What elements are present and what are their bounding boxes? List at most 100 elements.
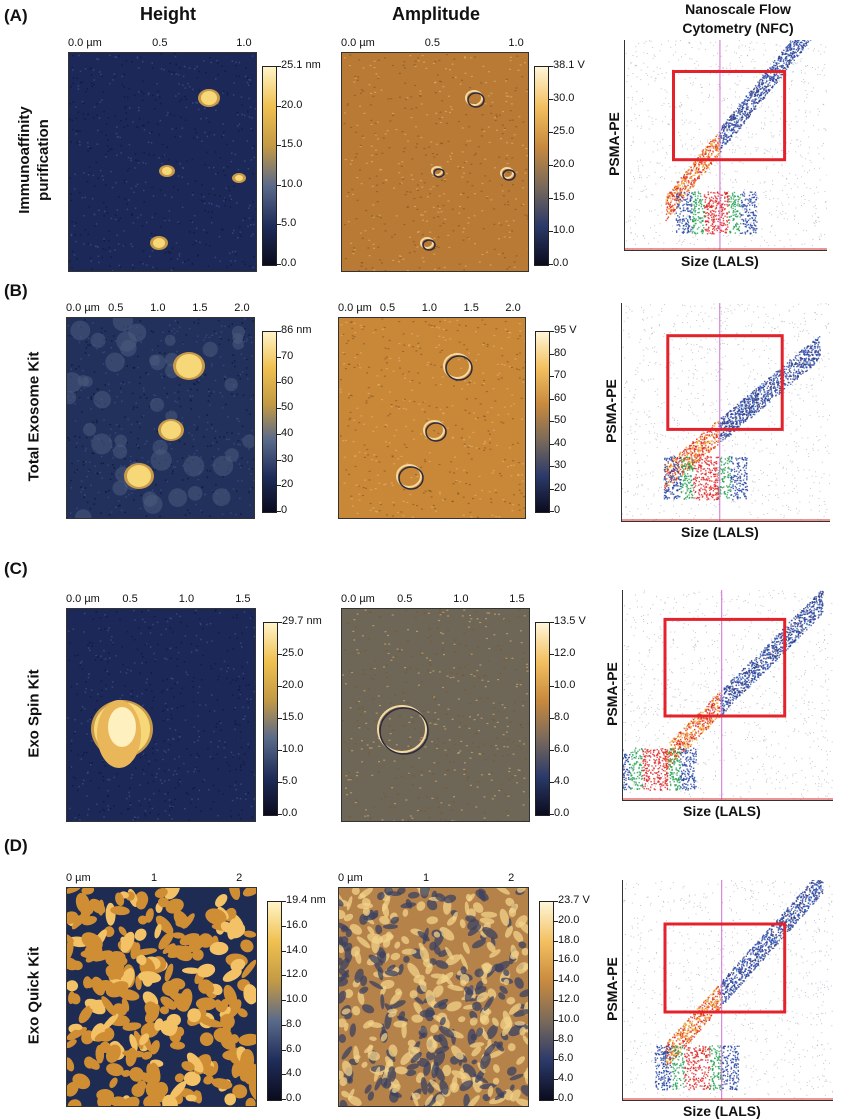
amplitude-colorbar-tick: 10.0 — [554, 679, 575, 691]
height-scale-label: 0.0 µm — [66, 302, 100, 314]
amplitude-colorbar-mark — [554, 1040, 558, 1041]
row-label-line1: Immunoaffinity — [15, 70, 34, 250]
height-colorbar-mark — [282, 1099, 286, 1100]
height-colorbar — [263, 622, 278, 816]
height-colorbar-mark — [277, 460, 281, 461]
amplitude-afm-image — [341, 608, 530, 822]
amplitude-colorbar-mark — [549, 165, 553, 166]
height-colorbar-tick: 19.4 nm — [286, 894, 326, 906]
nfc-y-axis-label: PSMA-PE — [604, 949, 620, 1029]
amplitude-colorbar-tick: 20.0 — [558, 914, 579, 926]
height-colorbar-tick: 10.0 — [282, 743, 303, 755]
amplitude-colorbar-tick: 8.0 — [554, 711, 569, 723]
height-colorbar-tick: 20 — [281, 478, 293, 490]
height-scale-label: 0.5 — [108, 302, 123, 314]
height-colorbar-mark — [278, 750, 282, 751]
amplitude-colorbar-mark — [550, 444, 554, 445]
height-afm-image — [66, 317, 255, 519]
amplitude-colorbar-tick: 70 — [554, 369, 566, 381]
height-colorbar-tick: 0.0 — [282, 807, 297, 819]
height-column-header: Height — [88, 4, 248, 25]
amplitude-colorbar-tick: 13.5 V — [554, 615, 586, 627]
height-afm-image — [66, 887, 257, 1107]
amplitude-colorbar-tick: 23.7 V — [558, 894, 590, 906]
height-colorbar-tick: 40 — [281, 427, 293, 439]
panel-letter: (C) — [4, 559, 28, 579]
amplitude-colorbar-tick: 0 — [554, 504, 560, 516]
nfc-scatter-plot — [624, 40, 827, 251]
height-colorbar-tick: 0.0 — [281, 257, 296, 269]
height-colorbar-tick: 0 — [281, 504, 287, 516]
nfc-scatter-plot — [622, 880, 833, 1101]
height-colorbar-tick: 4.0 — [286, 1067, 301, 1079]
amplitude-scale-label: 0.0 µm — [338, 302, 372, 314]
height-colorbar-tick: 15.0 — [281, 138, 302, 150]
amplitude-scale-label: 2 — [508, 872, 514, 884]
nfc-y-axis-label: PSMA-PE — [606, 104, 622, 184]
row-label-line1: Exo Spin Kit — [25, 624, 44, 804]
amplitude-colorbar-mark — [550, 399, 554, 400]
height-colorbar-tick: 10.0 — [281, 178, 302, 190]
height-scale-label: 0.5 — [122, 593, 137, 605]
amplitude-colorbar — [535, 622, 550, 816]
nfc-x-axis-label: Size (LALS) — [681, 524, 759, 540]
amplitude-colorbar-tick: 20.0 — [553, 158, 574, 170]
row-label: Total Exosome Kit — [25, 327, 44, 507]
nfc-y-axis-label: PSMA-PE — [604, 654, 620, 734]
height-colorbar-mark — [282, 951, 286, 952]
row-label: Exo Spin Kit — [25, 624, 44, 804]
amplitude-colorbar-mark — [554, 921, 558, 922]
height-scale-label: 0.0 µm — [68, 37, 102, 49]
amplitude-scale-label: 1.5 — [464, 302, 479, 314]
amplitude-colorbar-mark — [554, 941, 558, 942]
amplitude-colorbar-mark — [550, 421, 554, 422]
row-label-line2: purification — [34, 70, 53, 250]
nfc-column-header: Nanoscale Flow Cytometry (NFC) — [648, 0, 828, 38]
amplitude-colorbar-mark — [550, 354, 554, 355]
amplitude-colorbar-mark — [554, 1020, 558, 1021]
amplitude-colorbar — [534, 66, 549, 266]
height-colorbar-mark — [277, 145, 281, 146]
amplitude-scale-label: 0.0 µm — [341, 37, 375, 49]
height-colorbar-mark — [282, 1025, 286, 1026]
height-scale-label: 0.0 µm — [66, 593, 100, 605]
amplitude-colorbar-mark — [550, 686, 554, 687]
amplitude-colorbar-mark — [549, 66, 553, 67]
nfc-scatter-plot — [622, 590, 833, 801]
height-colorbar-mark — [277, 185, 281, 186]
height-colorbar-tick: 25.1 nm — [281, 59, 321, 71]
height-colorbar-tick: 20.0 — [281, 99, 302, 111]
amplitude-afm-image — [338, 317, 526, 519]
nfc-scatter-plot — [621, 303, 830, 522]
height-scale-label: 0.5 — [152, 37, 167, 49]
amplitude-colorbar-mark — [554, 980, 558, 981]
amplitude-scale-label: 0.5 — [397, 593, 412, 605]
amplitude-colorbar-mark — [550, 718, 554, 719]
height-colorbar-tick: 12.0 — [286, 968, 307, 980]
amplitude-colorbar-tick: 10.0 — [553, 224, 574, 236]
height-colorbar-tick: 70 — [281, 350, 293, 362]
amplitude-colorbar-tick: 60 — [554, 392, 566, 404]
amplitude-colorbar-tick: 18.0 — [558, 934, 579, 946]
amplitude-colorbar-tick: 15.0 — [553, 191, 574, 203]
amplitude-colorbar-mark — [550, 654, 554, 655]
amplitude-colorbar-mark — [549, 231, 553, 232]
amplitude-colorbar-mark — [550, 376, 554, 377]
nfc-header-line1: Nanoscale Flow — [648, 0, 828, 19]
amplitude-colorbar-tick: 12.0 — [558, 993, 579, 1005]
amplitude-colorbar-tick: 38.1 V — [553, 59, 585, 71]
height-colorbar-mark — [277, 331, 281, 332]
height-colorbar-mark — [282, 1000, 286, 1001]
amplitude-colorbar-tick: 6.0 — [554, 743, 569, 755]
height-colorbar-tick: 30 — [281, 453, 293, 465]
amplitude-colorbar-mark — [554, 1059, 558, 1060]
amplitude-colorbar — [535, 331, 550, 513]
amplitude-colorbar-mark — [550, 782, 554, 783]
amplitude-colorbar-tick: 50 — [554, 414, 566, 426]
height-scale-label: 1.5 — [235, 593, 250, 605]
amplitude-colorbar-tick: 10.0 — [558, 1013, 579, 1025]
nfc-y-axis-label: PSMA-PE — [603, 371, 619, 451]
amplitude-colorbar-tick: 80 — [554, 347, 566, 359]
nfc-x-axis-label: Size (LALS) — [683, 803, 761, 819]
height-colorbar — [262, 331, 277, 513]
